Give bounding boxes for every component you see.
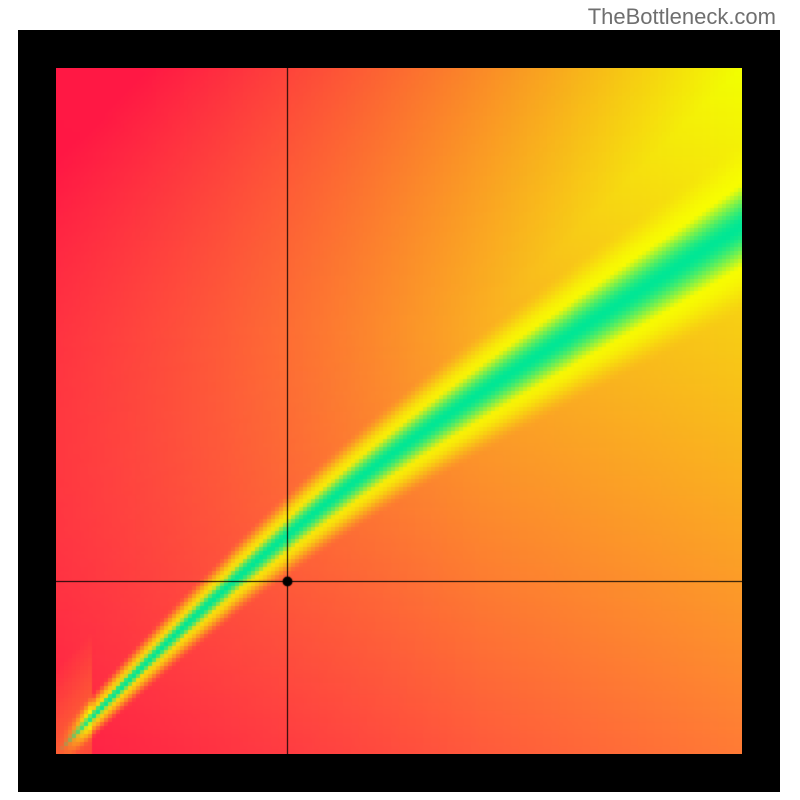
chart-container: TheBottleneck.com — [0, 0, 800, 800]
chart-outer-frame — [18, 30, 780, 792]
crosshair-overlay — [56, 68, 742, 754]
watermark-text: TheBottleneck.com — [588, 4, 776, 30]
